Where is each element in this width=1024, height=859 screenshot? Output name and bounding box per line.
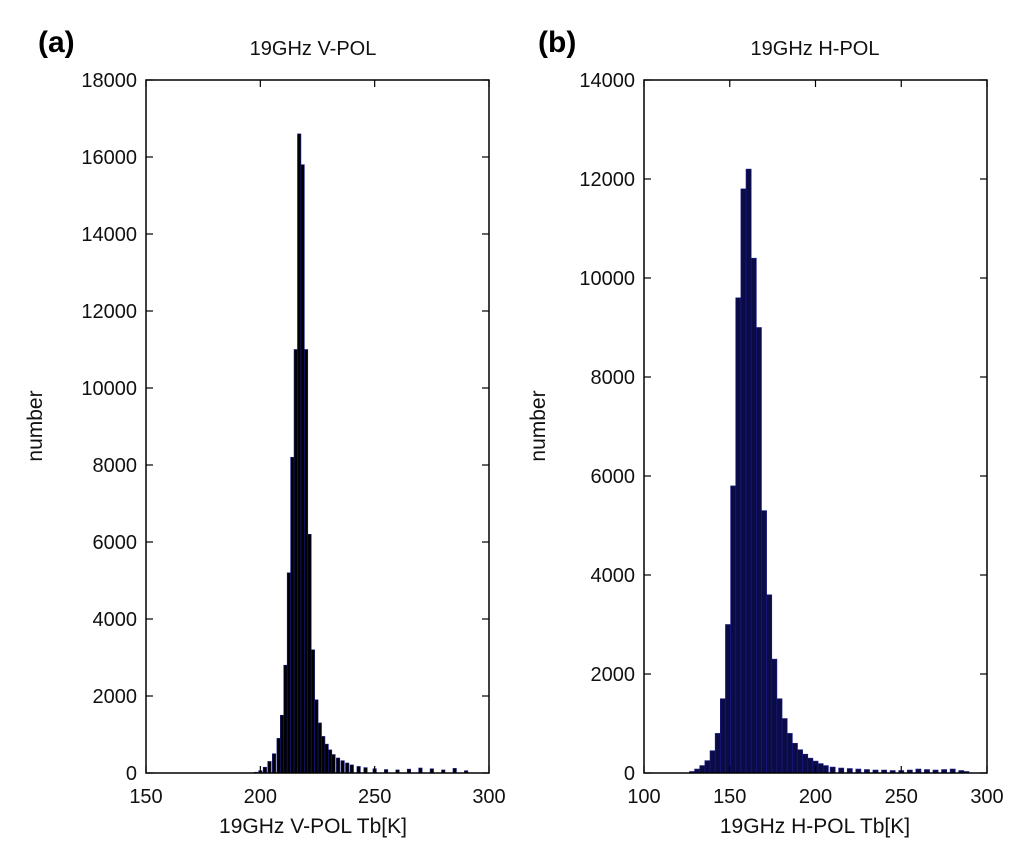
panel-b-bars	[689, 168, 970, 774]
panel-b-histogram-bar	[704, 760, 711, 774]
panel-a-y-tick-label: 8000	[93, 455, 138, 477]
panel-b-histogram-bar	[725, 624, 731, 774]
panel-a-y-tick-label: 12000	[81, 301, 137, 323]
panel-b-y-axis-label: number	[527, 390, 550, 461]
panel-b-y-tick-label: 10000	[579, 268, 635, 290]
panel-a-x-tick-label: 250	[358, 786, 391, 808]
panel-b-histogram-bar	[766, 594, 773, 774]
panel-b-x-tick-label: 300	[970, 786, 1003, 808]
panel-a-plot-frame	[145, 79, 490, 774]
chart-panel-b: (b) 19GHz H-POL 100 150 200 250 300 0 2000 400…	[527, 26, 1004, 838]
panel-b-histogram-bar	[797, 749, 803, 774]
panel-b-histogram-bar	[699, 765, 706, 774]
panel-a-histogram-bar	[321, 736, 326, 774]
panel-a-x-axis-label: 19GHz V-POL Tb[K]	[219, 815, 407, 838]
panel-b-histogram-bar	[761, 510, 767, 774]
panel-a-histogram-bar	[293, 349, 298, 774]
panel-b-x-tick-label: 250	[885, 786, 918, 808]
panel-a-histogram-bar	[272, 753, 277, 774]
panel-a-histogram-bar	[283, 664, 288, 774]
panel-b-histogram-bar	[709, 750, 716, 774]
panel-a-histogram-bar	[290, 456, 295, 774]
panel-a-histogram-bar	[324, 743, 329, 774]
panel-a-y-tick-label: 16000	[81, 147, 137, 169]
panel-a-y-axis-label: number	[24, 390, 47, 461]
panel-b-x-axis-label: 19GHz H-POL Tb[K]	[720, 815, 910, 838]
panel-a-histogram-bar	[340, 760, 345, 774]
panel-a-histogram-bar	[276, 738, 281, 774]
panel-a-histogram-bar	[349, 764, 354, 774]
panel-b-histogram-bar	[786, 733, 793, 774]
panel-a-x-tick-label: 150	[129, 786, 162, 808]
panel-a-histogram-bar	[345, 762, 350, 774]
panel-b-histogram-bar	[745, 168, 752, 774]
panel-b-histogram-bar	[771, 658, 778, 774]
panel-b-histogram-bar	[802, 753, 809, 774]
panel-a-x-tick-label: 200	[244, 786, 277, 808]
panel-a-y-tick-label: 2000	[93, 686, 138, 708]
panel-a-x-ticks: 150 200 250 300	[129, 80, 506, 808]
panel-b-histogram-bar	[740, 188, 747, 774]
panel-b-x-ticks: 100 150 200 250 300	[627, 80, 1004, 808]
panel-a-letter: (a)	[38, 26, 75, 59]
panel-a-bars	[253, 133, 469, 774]
panel-b-x-tick-label: 150	[713, 786, 746, 808]
panel-a-histogram-bar	[356, 766, 361, 774]
panel-b-histogram-bar	[750, 257, 757, 774]
panel-b-x-tick-label: 100	[627, 786, 660, 808]
panel-b-histogram-bar	[807, 757, 814, 774]
panel-a-histogram-bar	[307, 533, 312, 774]
panel-b-title: 19GHz H-POL	[751, 38, 880, 60]
panel-a-histogram-bar	[328, 749, 333, 774]
panel-b-histogram-bar	[730, 485, 737, 774]
panel-a-y-tick-label: 6000	[93, 532, 138, 554]
panel-b-y-ticks: 0 2000 4000 6000 8000 10000 12000 14000	[579, 70, 987, 785]
panel-a-y-ticks: 0 2000 4000 6000 8000 10000 12000 14000 16000 180…	[81, 70, 489, 785]
chart-panel-a: (a) 19GHz V-POL 150 200 250 300 0 2000 4000 60…	[24, 26, 506, 838]
panel-a-y-tick-label: 18000	[81, 70, 137, 92]
panel-b-letter: (b)	[538, 26, 576, 59]
panel-a-histogram-bar	[286, 572, 291, 774]
panel-b-histogram-bar	[756, 327, 762, 774]
panel-b-histogram-bar	[720, 698, 726, 774]
panel-a-histogram-bar	[310, 649, 315, 774]
panel-b-y-tick-label: 0	[624, 763, 635, 785]
panel-a-y-tick-label: 0	[126, 763, 137, 785]
panel-b-histogram-bar	[714, 733, 721, 774]
panel-a-histogram-bar	[267, 761, 272, 774]
panel-b-y-tick-label: 12000	[579, 169, 635, 191]
panel-a-histogram-bar	[280, 714, 285, 774]
panel-b-histogram-bar	[781, 718, 788, 774]
panel-b-y-tick-label: 6000	[591, 466, 636, 488]
panel-b-y-tick-label: 14000	[579, 70, 635, 92]
panel-b-plot-frame	[643, 79, 988, 774]
panel-b-y-tick-label: 2000	[591, 664, 636, 686]
panel-a-histogram-bar	[314, 699, 319, 774]
panel-a-histogram-bar	[317, 722, 322, 774]
panel-a-histogram-bar	[331, 754, 336, 774]
panel-b-histogram-bar	[817, 763, 824, 774]
panel-a-histogram-bar	[262, 766, 267, 774]
panel-a-y-tick-label: 10000	[81, 378, 137, 400]
panel-b-histogram-bar	[776, 698, 783, 774]
panel-b-histogram-bar	[829, 766, 836, 774]
panel-a-histogram-bar	[297, 133, 302, 774]
panel-b-y-tick-label: 4000	[591, 565, 636, 587]
panel-b-histogram-bar	[822, 765, 829, 774]
panel-b-histogram-bar	[735, 297, 742, 774]
panel-a-x-tick-label: 300	[472, 786, 505, 808]
panel-a-histogram-bar	[300, 164, 305, 774]
panel-a-histogram-bar	[304, 349, 309, 774]
panel-b-x-tick-label: 200	[799, 786, 832, 808]
panel-a-histogram-bar	[336, 757, 341, 774]
panel-a-histogram-bar	[363, 767, 368, 774]
panel-b-y-tick-label: 8000	[591, 367, 636, 389]
panel-a-y-tick-label: 14000	[81, 224, 137, 246]
panel-b-histogram-bar	[792, 742, 798, 774]
panel-a-title: 19GHz V-POL	[250, 38, 377, 60]
panel-a-y-tick-label: 4000	[93, 609, 138, 631]
